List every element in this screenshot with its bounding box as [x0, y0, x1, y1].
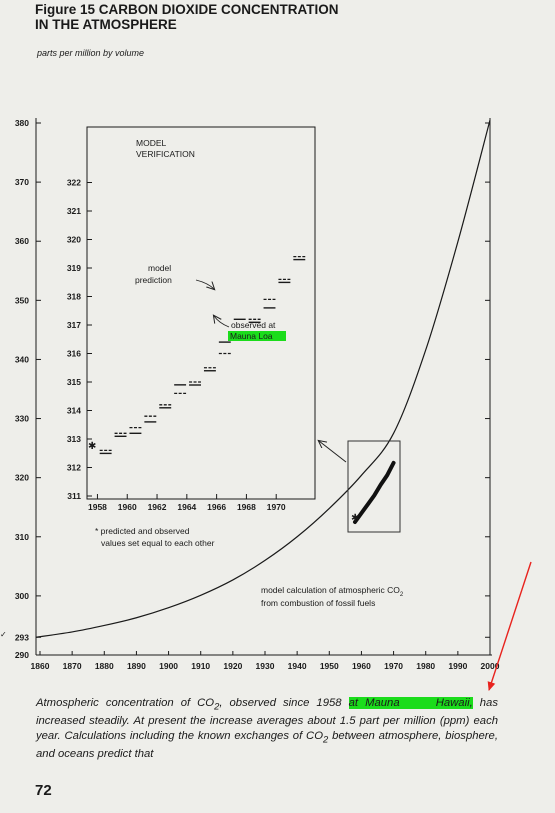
x-tick-labels: 1860 1870 1880 1890 1900 1910 1920 1930 1940 1950…	[31, 651, 500, 671]
inset-x-tick-label-1960: 1960	[118, 502, 137, 512]
model-prediction-pointer	[195, 279, 214, 289]
x-tick-label-1870: 1870	[63, 661, 82, 671]
x-tick-label-1900: 1900	[159, 661, 178, 671]
inset-x-tick-label-1962: 1962	[148, 502, 167, 512]
inset-y-tick-label-311: 311	[67, 491, 81, 501]
caption-part2: , observed since 1958	[219, 697, 349, 709]
y-tick-labels: 290 293 300 310 320 330 340 350 360 370 380	[15, 118, 490, 660]
inset-start-asterisk: ✱	[88, 441, 96, 452]
y-tick-label-310: 310	[15, 532, 29, 542]
zoom-box	[347, 440, 401, 533]
inset-y-tick-label-318: 318	[67, 292, 81, 302]
inset-x-tick-labels: 1958 1960 1962 1964 1966 1968 1970	[88, 494, 286, 512]
x-tick-label-1920: 1920	[223, 661, 242, 671]
inset-panel	[86, 126, 316, 500]
caption-highlight-2: Hawaii,	[405, 697, 473, 709]
curve-label-line1: model calculation of atmospheric CO2	[261, 585, 404, 598]
observed-segment	[353, 460, 396, 524]
model-prediction-line1: model	[148, 263, 171, 273]
caption-sub2: 2	[323, 732, 329, 744]
inset-x-tick-label-1964: 1964	[177, 502, 196, 512]
caption-part3: has increased steadily. At present the i…	[36, 697, 498, 742]
caption-part1: Atmospheric concentration of CO	[36, 697, 215, 709]
model-curve-line	[35, 119, 491, 638]
inset-x-tick-label-1966: 1966	[207, 502, 226, 512]
inset-x-tick-label-1970: 1970	[267, 502, 286, 512]
y-tick-label-290: 290	[15, 650, 29, 660]
figure-title-line2: IN THE ATMOSPHERE	[35, 16, 177, 32]
inset-y-tick-label-321: 321	[67, 206, 81, 216]
x-tick-label-1880: 1880	[95, 661, 114, 671]
figure-title-line1: Figure 15 CARBON DIOXIDE CONCENTRATION	[35, 2, 339, 17]
units-label: parts per million by volume	[37, 48, 145, 58]
x-tick-label-1990: 1990	[448, 661, 467, 671]
y-tick-label-300: 300	[15, 591, 29, 601]
observed-start-asterisk: ✱	[351, 513, 359, 524]
x-tick-label-1940: 1940	[288, 661, 307, 671]
zoom-arrow	[319, 441, 347, 463]
x-tick-label-1960: 1960	[352, 661, 371, 671]
inset-y-tick-label-320: 320	[67, 235, 81, 245]
y-tick-label-350: 350	[15, 295, 29, 305]
inset-y-tick-label-319: 319	[67, 263, 81, 273]
note-line2: values set equal to each other	[101, 538, 215, 548]
curve-label-line2: from combustion of fossil fuels	[261, 598, 375, 608]
red-annotation-arrow	[487, 561, 532, 691]
observed-label-highlight	[228, 331, 286, 341]
edge-mark: ✓	[0, 630, 7, 639]
inset-y-tick-label-313: 313	[67, 434, 81, 444]
caption-part4: between atmosphere, biosphere, and ocean…	[36, 729, 498, 760]
inset-data-marks	[99, 255, 306, 455]
y-tick-label-330: 330	[15, 414, 29, 424]
y-tick-label-320: 320	[15, 473, 29, 483]
inset-y-tick-label-316: 316	[67, 349, 81, 359]
inset-title-line2: VERIFICATION	[136, 149, 195, 159]
y-tick-label-370: 370	[15, 177, 29, 187]
inset-y-tick-label-317: 317	[67, 320, 81, 330]
y-tick-label-380: 380	[15, 118, 29, 128]
x-tick-label-2000: 2000	[481, 661, 500, 671]
inset-title-line1: MODEL	[136, 138, 167, 148]
x-tick-label-1910: 1910	[191, 661, 210, 671]
page-number: 72	[35, 782, 52, 799]
x-tick-label-1950: 1950	[320, 661, 339, 671]
observed-pointer	[214, 316, 230, 328]
inset-x-tick-label-1958: 1958	[88, 502, 107, 512]
inset-y-tick-label-314: 314	[67, 406, 81, 416]
note-line1: * predicted and observed	[95, 526, 190, 536]
y-tick-label-293: 293	[15, 632, 29, 642]
inset-x-tick-label-1968: 1968	[237, 502, 256, 512]
inset-y-tick-label-312: 312	[67, 463, 81, 473]
x-tick-label-1970: 1970	[384, 661, 403, 671]
x-tick-label-1980: 1980	[416, 661, 435, 671]
y-tick-label-340: 340	[15, 354, 29, 364]
y-tick-label-360: 360	[15, 236, 29, 246]
figure-title: Figure 15 CARBON DIOXIDE CONCENTRATION I…	[35, 2, 435, 32]
observed-label-line1: observed at	[231, 320, 276, 330]
inset-y-tick-labels: 311 312 313 314 315 316 317 318 319 320 321 322	[67, 178, 92, 501]
model-prediction-line2: prediction	[135, 275, 172, 285]
caption-sub: 2	[214, 700, 220, 712]
inset-y-tick-label-322: 322	[67, 178, 81, 188]
x-tick-label-1860: 1860	[31, 661, 50, 671]
inset-y-tick-label-315: 315	[67, 377, 81, 387]
caption-paragraph: Atmospheric concentration of CO2, observ…	[36, 696, 498, 761]
x-tick-label-1930: 1930	[256, 661, 275, 671]
x-tick-label-1890: 1890	[127, 661, 146, 671]
observed-label-line2: Mauna Loa	[230, 331, 273, 341]
